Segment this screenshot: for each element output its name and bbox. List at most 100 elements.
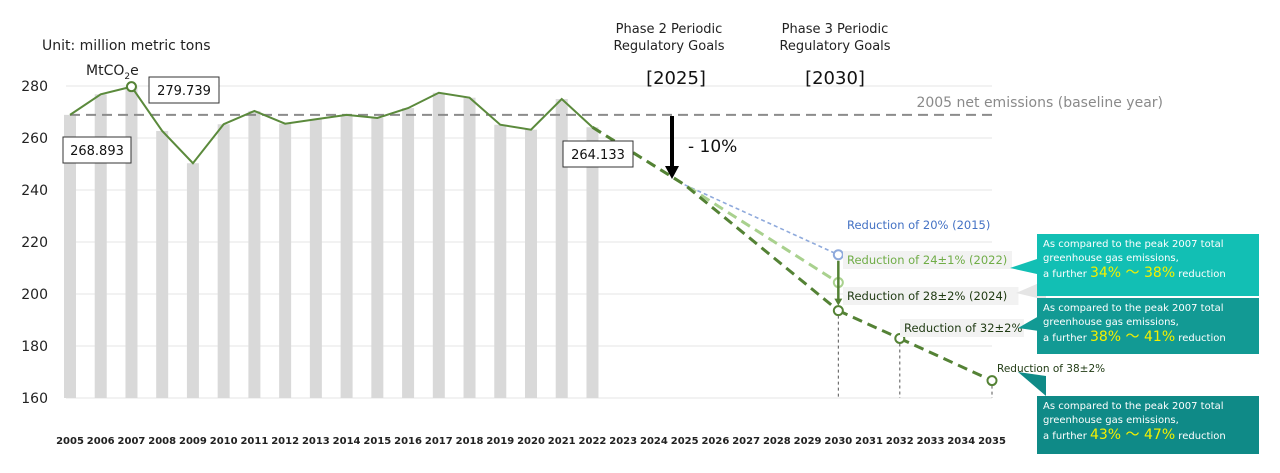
callout-2022-value: 264.133 bbox=[571, 148, 625, 163]
x-tick-label: 2027 bbox=[732, 436, 760, 447]
note-line1: As compared to the peak 2007 total bbox=[1043, 239, 1224, 250]
note-line2: greenhouse gas emissions, bbox=[1043, 253, 1179, 264]
bar-2007 bbox=[125, 86, 138, 399]
x-tick-label: 2028 bbox=[763, 436, 791, 447]
series-label-4: Reduction of 38±2% bbox=[997, 363, 1105, 375]
bar-2016 bbox=[402, 108, 415, 398]
x-tick-label: 2030 bbox=[824, 436, 852, 447]
phase3-title-line1: Phase 3 Periodic bbox=[782, 22, 889, 37]
series-label-bg-3 bbox=[900, 319, 1024, 337]
phase3-year: [2030] bbox=[805, 68, 865, 89]
note-pointer-4 bbox=[1018, 372, 1046, 396]
historical-bars bbox=[64, 86, 599, 399]
x-tick-label: 2005 bbox=[56, 436, 84, 447]
x-tick-label: 2022 bbox=[579, 436, 607, 447]
x-tick-label: 2020 bbox=[517, 436, 545, 447]
series-line-4 bbox=[899, 337, 993, 382]
x-tick-label: 2024 bbox=[640, 436, 668, 447]
bar-2006 bbox=[94, 94, 107, 398]
bar-2008 bbox=[156, 130, 169, 399]
chart-text: 280 260 240 220 200 180 160 2005 2006 2007 2008 200… bbox=[21, 79, 1105, 447]
callout-2005-value: 268.893 bbox=[70, 144, 124, 159]
bar-2021 bbox=[555, 99, 568, 398]
phase2-title-line1: Phase 2 Periodic bbox=[616, 22, 723, 37]
y-tick-label: 260 bbox=[21, 131, 48, 147]
bar-2011 bbox=[248, 110, 261, 399]
x-tick-label: 2008 bbox=[148, 436, 176, 447]
x-tick-label: 2033 bbox=[917, 436, 945, 447]
callout-2007-value: 279.739 bbox=[157, 84, 211, 99]
bar-2022 bbox=[586, 127, 599, 398]
bar-2017 bbox=[432, 92, 445, 398]
series-markers bbox=[125, 81, 998, 387]
y-tick-label: 280 bbox=[21, 79, 48, 95]
unit-label: Unit: million metric tons bbox=[42, 38, 211, 54]
series-line-0 bbox=[684, 184, 839, 256]
bar-2005 bbox=[64, 114, 76, 398]
bar-2020 bbox=[525, 129, 537, 398]
bar-2014 bbox=[340, 114, 353, 399]
x-tick-label: 2019 bbox=[486, 436, 514, 447]
callout-2007: 279.739 bbox=[148, 76, 220, 104]
series-end-marker-0 bbox=[832, 249, 844, 261]
x-tick-label: 2009 bbox=[179, 436, 207, 447]
y-tick-label: 200 bbox=[21, 287, 48, 303]
x-tick-label: 2029 bbox=[794, 436, 822, 447]
x-tick-label: 2011 bbox=[240, 436, 268, 447]
note-box-43-47: As compared to the peak 2007 total green… bbox=[1037, 396, 1259, 454]
phase3-title-line2: Regulatory Goals bbox=[779, 39, 890, 54]
x-tick-label: 2015 bbox=[363, 436, 391, 447]
callout-2005: 268.893 bbox=[62, 136, 132, 164]
note-line3: a further 38% ～ 41% reduction bbox=[1043, 329, 1226, 345]
reduction-arrow bbox=[665, 116, 679, 179]
phase2-year: [2025] bbox=[646, 68, 706, 89]
y-tick-label: 240 bbox=[21, 183, 48, 199]
note-line2: greenhouse gas emissions, bbox=[1043, 415, 1179, 426]
x-tick-label: 2032 bbox=[886, 436, 914, 447]
bar-2012 bbox=[279, 123, 292, 398]
note-line3: a further 43% ～ 47% reduction bbox=[1043, 427, 1226, 443]
callout-2022: 264.133 bbox=[562, 140, 634, 168]
x-tick-label: 2017 bbox=[425, 436, 453, 447]
x-tick-label: 2025 bbox=[671, 436, 699, 447]
note-line3: a further 34% ～ 38% reduction bbox=[1043, 265, 1226, 281]
note-box-38-41: As compared to the peak 2007 total green… bbox=[1037, 298, 1259, 354]
projection-dashes bbox=[837, 315, 993, 398]
note-line1: As compared to the peak 2007 total bbox=[1043, 401, 1224, 412]
phase2-title-line2: Regulatory Goals bbox=[613, 39, 724, 54]
baseline-label: 2005 net emissions (baseline year) bbox=[916, 95, 1163, 111]
unit-sub-label: MtCO2e bbox=[86, 63, 139, 82]
series-end-marker-4 bbox=[986, 375, 998, 387]
series-label-3: Reduction of 32±2% bbox=[904, 321, 1022, 335]
x-tick-label: 2021 bbox=[548, 436, 576, 447]
note-line2: greenhouse gas emissions, bbox=[1043, 317, 1179, 328]
series-end-marker-2 bbox=[832, 305, 844, 317]
series-label-1: Reduction of 24±1% (2022) bbox=[847, 253, 1007, 267]
peak-2007-marker bbox=[125, 81, 137, 93]
x-tick-label: 2034 bbox=[947, 436, 975, 447]
x-tick-label: 2006 bbox=[87, 436, 115, 447]
bar-2013 bbox=[309, 119, 322, 398]
x-tick-label: 2031 bbox=[855, 436, 883, 447]
bar-2019 bbox=[494, 124, 507, 399]
x-tick-label: 2035 bbox=[978, 436, 1006, 447]
bar-2015 bbox=[371, 117, 384, 398]
note-line1: As compared to the peak 2007 total bbox=[1043, 303, 1224, 314]
note-box-34-38: As compared to the peak 2007 total green… bbox=[1037, 234, 1259, 296]
x-tick-label: 2010 bbox=[210, 436, 238, 447]
x-tick-label: 2013 bbox=[302, 436, 330, 447]
bar-2009 bbox=[186, 163, 199, 398]
series-line-3 bbox=[837, 309, 901, 340]
reduction-10-label: - 10% bbox=[688, 137, 737, 157]
bar-2010 bbox=[217, 124, 230, 398]
y-tick-label: 160 bbox=[21, 391, 48, 407]
series-label-bg-1 bbox=[843, 251, 1012, 269]
series-label-2: Reduction of 28±2% (2024) bbox=[847, 289, 1007, 303]
historical-line bbox=[69, 85, 594, 165]
series-label-bg-2 bbox=[843, 287, 1019, 305]
series-label-0: Reduction of 20% (2015) bbox=[847, 218, 990, 232]
x-tick-label: 2007 bbox=[118, 436, 146, 447]
x-tick-label: 2014 bbox=[333, 436, 361, 447]
x-tick-label: 2012 bbox=[271, 436, 299, 447]
